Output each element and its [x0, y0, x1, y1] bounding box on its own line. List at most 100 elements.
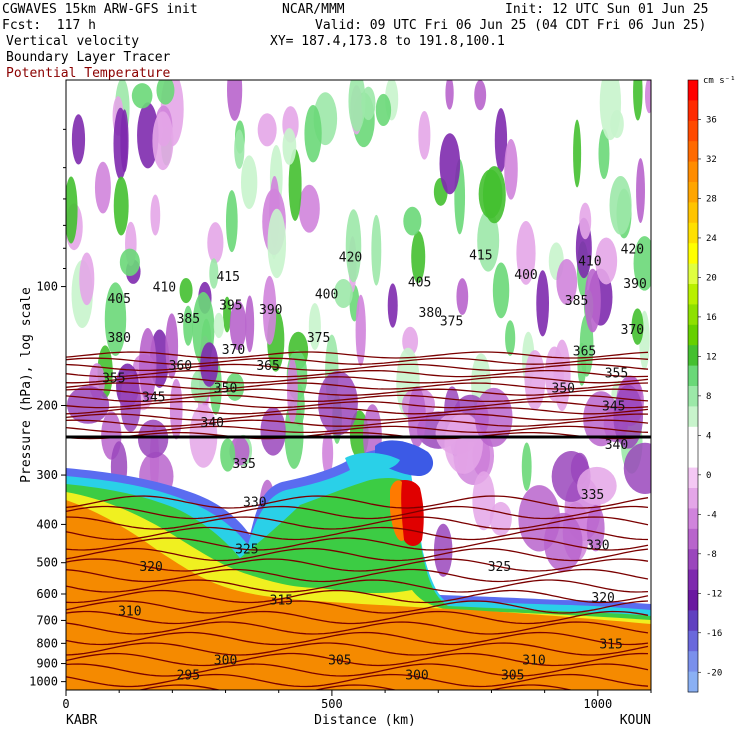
- colorbar-cell: [688, 222, 698, 244]
- colorbar-cell: [688, 406, 698, 428]
- wave-blob: [478, 169, 503, 219]
- isentrope-label: 375: [440, 315, 463, 330]
- wave-blob: [355, 294, 366, 367]
- colorbar-label: 24: [706, 234, 717, 244]
- isentrope-label: 405: [408, 275, 431, 290]
- isentrope-line: [66, 505, 649, 520]
- isentrope-line: [66, 431, 649, 440]
- wave-blob: [573, 119, 582, 188]
- isentrope-label: 320: [591, 591, 614, 606]
- wave-blob: [371, 214, 382, 286]
- isentrope-line: [66, 407, 649, 415]
- isentrope-label: 355: [605, 366, 628, 381]
- wave-blob: [521, 442, 532, 491]
- wave-blob: [631, 308, 644, 345]
- colorbar-cell: [688, 263, 698, 285]
- wave-blob: [613, 384, 644, 449]
- isentrope-line: [66, 547, 649, 562]
- wave-blob: [119, 248, 140, 277]
- wave-blob: [595, 237, 618, 285]
- wave-blob: [308, 302, 321, 351]
- x-tick-label: 1000: [583, 697, 612, 711]
- header-model: CGWAVES 15km ARW-GFS init: [2, 2, 198, 17]
- isentrope-line: [66, 400, 649, 409]
- colorbar-label: 12: [706, 352, 717, 362]
- isentrope-line: [66, 537, 649, 551]
- isentrope-label: 345: [602, 399, 625, 414]
- isentrope-line: [66, 673, 649, 688]
- colorbar-cell: [688, 324, 698, 346]
- wave-blob: [262, 275, 277, 345]
- wave-blob: [156, 80, 175, 105]
- y-tick-label: 800: [36, 636, 58, 650]
- isentrope-label: 380: [419, 306, 442, 321]
- isentrope-line: [66, 363, 649, 372]
- isentrope-line: [66, 558, 649, 572]
- isentrope-label: 390: [259, 303, 282, 318]
- isentrope-label: 370: [621, 323, 644, 338]
- isentrope-line: [66, 419, 649, 427]
- colorbar-cell: [688, 243, 698, 265]
- isentrope-label: 340: [605, 438, 628, 453]
- isentrope-label: 350: [552, 381, 575, 396]
- y-tick-label: 300: [36, 468, 58, 482]
- wave-blob: [227, 80, 243, 121]
- isentrope-label: 300: [214, 654, 237, 669]
- isentrope-label: 415: [469, 249, 492, 264]
- wave-blob: [418, 110, 431, 160]
- wave-blob: [584, 268, 601, 333]
- isentrope-label: 375: [307, 331, 330, 346]
- colorbar-cell: [688, 447, 698, 469]
- y-tick-label: 400: [36, 517, 58, 531]
- colorbar-label: -16: [706, 629, 722, 639]
- x-tick-label: 500: [321, 697, 343, 711]
- wave-blob: [474, 80, 487, 111]
- colorbar-cell: [688, 590, 698, 611]
- wave-blob: [439, 133, 461, 195]
- isentrope-line: [66, 652, 649, 667]
- wave-blob: [411, 230, 426, 284]
- isentrope-line: [66, 589, 649, 604]
- wave-blob: [120, 109, 129, 173]
- isentrope-label: 330: [243, 496, 266, 511]
- wave-blob: [494, 108, 508, 173]
- isentrope-label: 335: [232, 457, 255, 472]
- colorbar-label: -8: [706, 550, 717, 560]
- isentrope-label: 370: [222, 343, 245, 358]
- header-field-3: Potential Temperature: [6, 66, 171, 81]
- colorbar-cell: [688, 202, 698, 224]
- wave-blob: [577, 466, 617, 505]
- wave-blob: [477, 209, 500, 272]
- colorbar-cell: [688, 345, 698, 367]
- wave-blob: [179, 277, 193, 304]
- colorbar-label: -4: [706, 510, 717, 520]
- colorbar-label: 20: [706, 273, 717, 283]
- wave-blob: [345, 209, 362, 283]
- wave-blob: [536, 270, 550, 337]
- colorbar-cell: [688, 671, 698, 693]
- isentrope-label: 300: [405, 669, 428, 684]
- wave-blob: [598, 128, 610, 179]
- isentrope-label: 385: [177, 312, 200, 327]
- wave-blob: [79, 252, 95, 306]
- isentrope-line: [66, 568, 649, 583]
- colorbar-unit: cm s⁻¹: [703, 76, 736, 86]
- isentrope-label: 315: [270, 594, 293, 609]
- colorbar-cell: [688, 284, 698, 305]
- y-tick-label: 500: [36, 556, 58, 570]
- header-init: Init: 12 UTC Sun 01 Jun 25: [505, 2, 709, 17]
- colorbar-label: 8: [706, 392, 711, 402]
- x-axis-label: Distance (km): [314, 713, 416, 728]
- isentrope-label: 390: [623, 277, 646, 292]
- isentrope-label: 355: [102, 372, 125, 387]
- y-tick-label: 200: [36, 398, 58, 412]
- colorbar-cell: [688, 488, 698, 509]
- wave-blob: [472, 471, 496, 531]
- colorbar-label: 28: [706, 194, 717, 204]
- header-field-1: Vertical velocity: [6, 34, 140, 49]
- wave-blob: [444, 413, 483, 474]
- isentrope-label: 310: [522, 654, 545, 669]
- colorbar-cell: [688, 120, 698, 142]
- wave-blob: [633, 236, 651, 291]
